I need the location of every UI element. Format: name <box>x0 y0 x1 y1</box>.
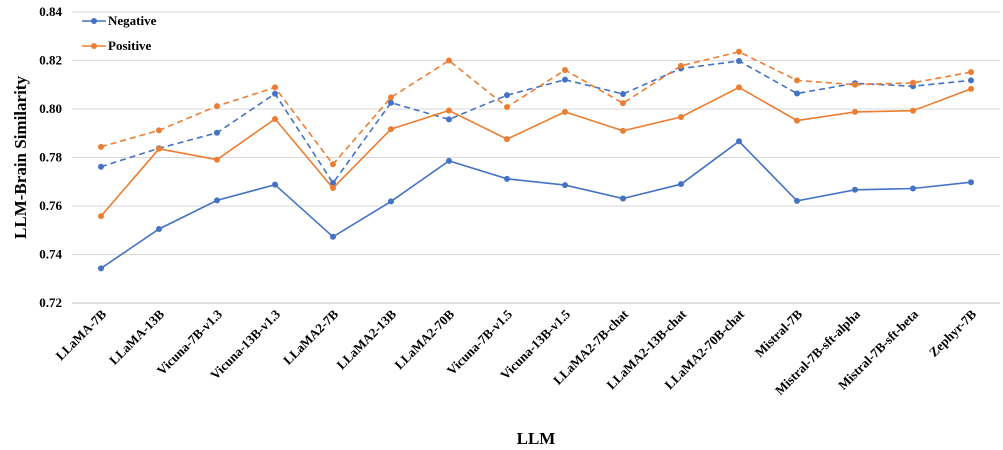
data-point <box>446 157 452 164</box>
data-point <box>620 195 626 202</box>
data-point <box>388 99 394 106</box>
series-line <box>100 140 972 269</box>
data-point <box>388 94 394 101</box>
data-point <box>562 66 568 73</box>
y-tick-label: 0.78 <box>39 150 62 165</box>
data-point <box>214 197 220 204</box>
data-point <box>272 84 278 91</box>
data-point <box>214 156 220 163</box>
data-point <box>272 115 278 122</box>
x-tick-label: Zephyr-7B <box>926 306 979 359</box>
data-point <box>214 103 220 110</box>
data-point <box>330 233 336 240</box>
data-point <box>98 213 104 220</box>
data-point <box>388 198 394 205</box>
data-point <box>272 181 278 188</box>
y-tick-label: 0.80 <box>39 101 62 116</box>
data-point <box>504 92 510 99</box>
data-point <box>446 116 452 123</box>
legend: Negative Positive <box>82 13 157 53</box>
data-point <box>794 77 800 84</box>
y-axis-title: LLM-Brain Similarity <box>11 76 30 239</box>
data-point <box>736 48 742 55</box>
data-point <box>98 143 104 150</box>
data-point <box>330 185 336 192</box>
data-point <box>98 265 104 272</box>
data-point <box>562 182 568 189</box>
data-point <box>562 108 568 115</box>
data-point <box>852 108 858 115</box>
legend-label: Negative <box>108 13 157 28</box>
data-point <box>968 179 974 186</box>
data-point <box>388 126 394 133</box>
y-tick-label: 0.74 <box>39 247 62 262</box>
data-point <box>794 197 800 204</box>
data-point <box>504 175 510 182</box>
gridlines <box>72 11 1000 304</box>
data-point <box>156 226 162 233</box>
legend-swatch-marker <box>91 43 97 49</box>
x-tick-label: LLaMA2-13B <box>333 306 399 372</box>
data-point <box>794 117 800 124</box>
data-point <box>156 127 162 134</box>
data-point <box>910 107 916 114</box>
data-point <box>736 84 742 91</box>
data-point <box>504 136 510 143</box>
x-tick-label: LLaMA2-7B <box>280 306 341 367</box>
series-line-dashed <box>100 60 972 185</box>
data-point <box>620 127 626 134</box>
x-axis-title: LLM <box>517 429 556 448</box>
data-point <box>504 104 510 111</box>
data-point <box>968 77 974 84</box>
data-point <box>620 90 626 97</box>
data-point <box>678 62 684 69</box>
data-point <box>678 114 684 121</box>
data-point <box>156 145 162 152</box>
series-group <box>98 48 974 272</box>
x-tick-label: LLaMA-7B <box>53 306 110 363</box>
data-point <box>98 163 104 170</box>
data-point <box>446 57 452 64</box>
data-point <box>910 185 916 192</box>
data-point <box>330 179 336 186</box>
series-line-dashed <box>100 50 972 166</box>
data-point <box>330 161 336 168</box>
data-point <box>272 90 278 97</box>
series-line <box>100 86 972 217</box>
x-tick-label: LLaMA-13B <box>106 306 167 367</box>
y-tick-label: 0.82 <box>39 53 62 68</box>
data-point <box>794 90 800 97</box>
data-point <box>736 138 742 145</box>
x-axis-ticks: LLaMA-7BLLaMA-13BVicuna-7B-v1.3Vicuna-13… <box>53 306 980 398</box>
data-point <box>852 186 858 193</box>
y-axis-ticks: 0.72 0.74 0.76 0.78 0.80 0.82 0.84 <box>39 4 62 310</box>
y-tick-label: 0.72 <box>39 295 62 310</box>
y-tick-label: 0.84 <box>39 4 62 19</box>
data-point <box>852 81 858 88</box>
data-point <box>562 76 568 83</box>
legend-swatch-marker <box>91 18 97 24</box>
data-point <box>968 85 974 92</box>
data-point <box>214 129 220 136</box>
legend-label: Positive <box>108 38 152 53</box>
data-point <box>446 107 452 114</box>
y-tick-label: 0.76 <box>39 198 62 213</box>
x-tick-label: Mistral-7B <box>752 306 806 360</box>
data-point <box>736 57 742 64</box>
data-point <box>968 69 974 76</box>
data-point <box>910 79 916 86</box>
data-point <box>678 181 684 188</box>
data-point <box>620 100 626 107</box>
